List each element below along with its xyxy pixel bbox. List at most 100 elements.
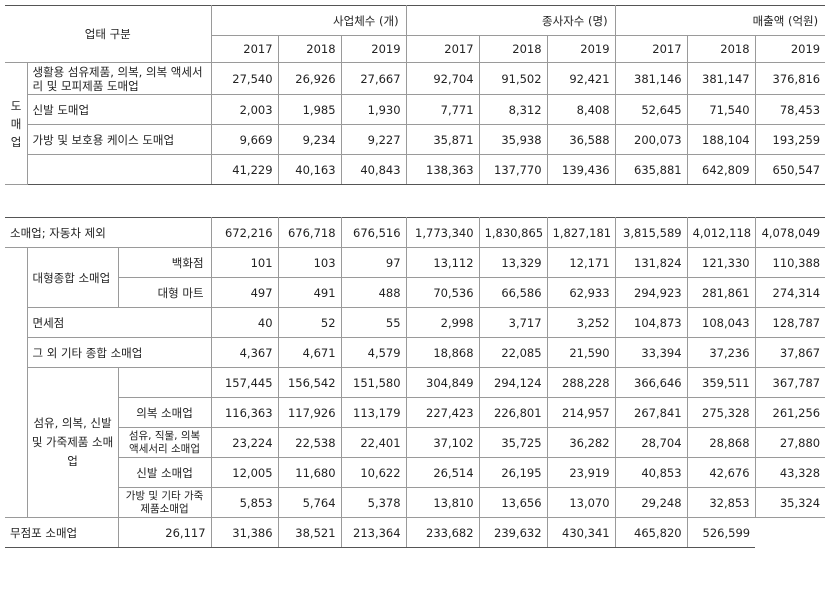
cell: 13,810: [405, 487, 480, 518]
cell: 27,667: [340, 62, 407, 95]
cell: 26,195: [478, 457, 548, 488]
row-label: 섬유, 직물, 의복 액세서리 소매업: [118, 427, 212, 458]
row-label: 면세점: [27, 307, 212, 338]
table-row: 대형 마트 497 491 488 70,536 66,586 62,933 2…: [5, 277, 826, 308]
year-header: 2019: [546, 35, 616, 63]
row-label: [117, 367, 212, 398]
table-row: 그 외 기타 종합 소매업 4,367 4,671 4,579 18,868 2…: [5, 337, 826, 368]
cell: 2,998: [405, 307, 480, 338]
cell: 4,367: [210, 337, 279, 368]
cell: 430,341: [546, 517, 616, 548]
cell: 108,043: [686, 307, 756, 338]
cell: 672,216: [210, 217, 279, 248]
cell: 3,815,589: [614, 217, 688, 248]
cell: 8,408: [546, 94, 616, 125]
cell: 36,588: [546, 124, 616, 155]
cell: 193,259: [754, 124, 826, 155]
row-label: 가방 및 기타 가죽제품소매업: [118, 487, 212, 518]
cell: 9,669: [210, 124, 279, 155]
textile-label: 섬유, 의복, 신발 및 가죽제품 소매업: [27, 367, 119, 518]
cell: 103: [277, 247, 342, 278]
cell: 40,853: [614, 457, 688, 488]
cell: 71,540: [686, 94, 756, 125]
header-row-top: 업태 구분 사업체수 (개) 종사자수 (명) 매출액 (억원): [5, 5, 826, 63]
cell: 32,853: [686, 487, 756, 518]
cell: 13,112: [405, 247, 480, 278]
cell: 4,012,118: [686, 217, 756, 248]
cell: 22,085: [478, 337, 548, 368]
cell: 52: [277, 307, 342, 338]
cell: 121,330: [686, 247, 756, 278]
row-label: 가방 및 보호용 케이스 도매업: [27, 124, 212, 155]
year-header: 2017: [211, 35, 279, 63]
cell: 294,124: [478, 367, 548, 398]
cell: 491: [277, 277, 342, 308]
cell: 33,394: [614, 337, 688, 368]
cell: 294,923: [614, 277, 688, 308]
table-row: 신발 도매업 2,003 1,985 1,930 7,771 8,312 8,4…: [5, 94, 826, 125]
cell: 21,590: [546, 337, 616, 368]
cell: 128,787: [754, 307, 826, 338]
cell: 13,070: [546, 487, 616, 518]
cell: 37,867: [754, 337, 826, 368]
row-label: 백화점: [117, 247, 212, 278]
table-row: 소매업; 자동차 제외 672,216 676,718 676,516 1,77…: [5, 217, 826, 248]
cell: 10,622: [340, 457, 407, 488]
cell: 9,234: [277, 124, 342, 155]
cell: 8,312: [478, 94, 548, 125]
cell: 157,445: [210, 367, 279, 398]
cell: 55: [340, 307, 407, 338]
cell: 4,579: [340, 337, 407, 368]
cell: 12,171: [546, 247, 616, 278]
cell: 52,645: [614, 94, 688, 125]
row-label: 무점포 소매업: [5, 517, 119, 548]
wholesale-label: 도매업: [5, 62, 28, 185]
cell: 70,536: [405, 277, 480, 308]
year-header: 2018: [686, 35, 756, 63]
table-row: 의복 소매업 116,363 117,926 113,179 227,423 2…: [5, 397, 826, 428]
cell: 110,388: [754, 247, 826, 278]
table-row: 무점포 소매업 26,117 31,386 38,521 213,364 233…: [5, 517, 825, 548]
cell: 226,801: [478, 397, 548, 428]
cell: 5,764: [277, 487, 342, 518]
cell: 4,671: [277, 337, 342, 368]
cell: 5,853: [210, 487, 279, 518]
cell: 5,378: [340, 487, 407, 518]
cell: 28,868: [686, 427, 756, 458]
cell: 36,282: [546, 427, 616, 458]
cell: 635,881: [614, 154, 688, 185]
cell: 62,933: [546, 277, 616, 308]
category-header: 업태 구분: [5, 5, 212, 63]
cell: 26,514: [405, 457, 480, 488]
cell: 1,830,865: [478, 217, 548, 248]
sales-header: 매출액 (억원): [614, 5, 826, 36]
table-row: 가방 및 보호용 케이스 도매업 9,669 9,234 9,227 35,87…: [5, 124, 826, 155]
cell: 9,227: [340, 124, 407, 155]
large-retail-label: 대형종합 소매업: [26, 247, 119, 308]
cell: 156,542: [277, 367, 342, 398]
cell: 650,547: [754, 154, 826, 185]
cell: 28,704: [614, 427, 688, 458]
employees-header: 종사자수 (명): [405, 5, 616, 36]
cell: 1,827,181: [546, 217, 616, 248]
cell: 35,324: [754, 487, 826, 518]
cell: 1,985: [277, 94, 342, 125]
cell: 26,926: [277, 62, 342, 95]
cell: 78,453: [754, 94, 826, 125]
cell: 200,073: [614, 124, 688, 155]
cell: 92,704: [405, 62, 480, 95]
cell: 151,580: [340, 367, 407, 398]
year-header: 2018: [478, 35, 548, 63]
cell: 304,849: [405, 367, 480, 398]
row-label: 신발 소매업: [118, 457, 212, 488]
cell: 488: [340, 277, 407, 308]
cell: 31,386: [210, 517, 279, 548]
year-header: 2018: [277, 35, 342, 63]
cell: 281,861: [686, 277, 756, 308]
cell: 18,868: [405, 337, 480, 368]
cell: 12,005: [210, 457, 279, 488]
cell: 104,873: [614, 307, 688, 338]
cell: 37,236: [686, 337, 756, 368]
indent-cell: [5, 247, 28, 518]
cell: 29,248: [614, 487, 688, 518]
